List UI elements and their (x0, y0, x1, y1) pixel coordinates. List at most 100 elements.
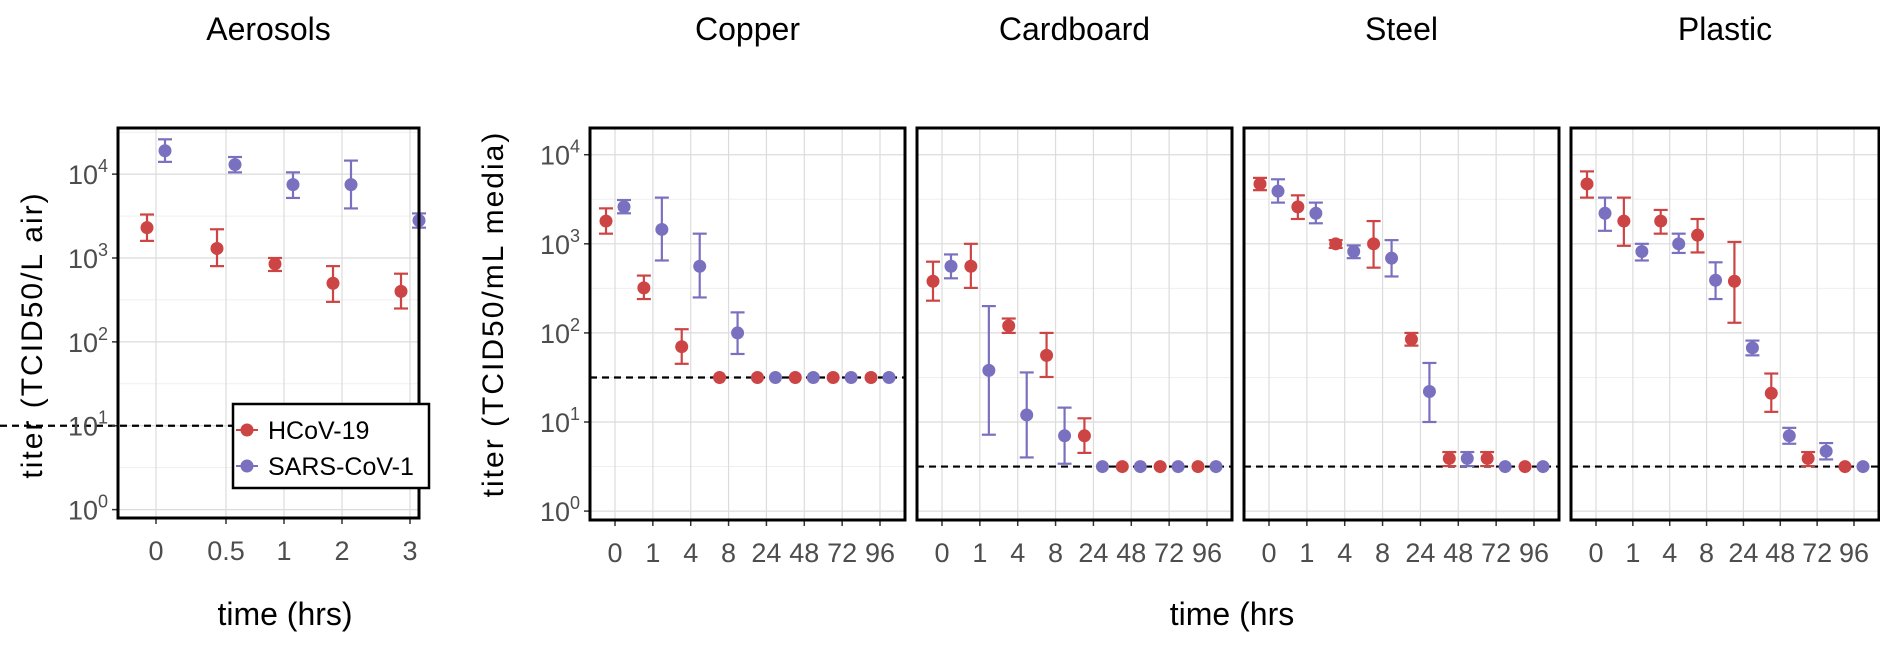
x-tick-label: 0 (148, 536, 163, 566)
panel-border (915, 126, 1234, 522)
x-tick-label: 0 (1261, 538, 1276, 568)
data-point (675, 340, 689, 354)
data-point (1672, 237, 1686, 251)
series-sars-cov-1 (944, 253, 1223, 474)
data-point (1727, 274, 1741, 288)
y-label-right-prefix: titer (TCID50/mL media) (477, 131, 510, 498)
x-tick-label: 1 (1299, 538, 1314, 568)
series-hcov-19 (926, 242, 1205, 474)
x-tick-label: 1 (1625, 538, 1640, 568)
data-point (1498, 460, 1512, 474)
data-point (1536, 460, 1550, 474)
x-tick-label: 8 (1375, 538, 1390, 568)
data-point (826, 370, 840, 384)
series-hcov-19 (140, 213, 408, 310)
x-tick-label: 0 (934, 538, 949, 568)
x-tick-label: 72 (1802, 538, 1832, 568)
data-point (788, 370, 802, 384)
legend-swatch (240, 459, 254, 473)
data-point (1153, 460, 1167, 474)
series-hcov-19 (1580, 170, 1852, 474)
legend: HCoV-19 SARS-CoV-1 (231, 402, 431, 490)
x-tick-label: 0 (1588, 538, 1603, 568)
y-tick-exponent: 0 (98, 492, 108, 512)
x-tick-label: 4 (1337, 538, 1352, 568)
data-point (1617, 214, 1631, 228)
panel-title: Plastic (1678, 11, 1772, 47)
data-point (1209, 460, 1223, 474)
data-point (944, 259, 958, 273)
x-tick-label: 3 (402, 536, 417, 566)
data-point (1709, 273, 1723, 287)
data-point (1329, 237, 1343, 251)
data-point (1077, 429, 1091, 443)
data-point (964, 259, 978, 273)
data-point (844, 370, 858, 384)
x-tick-label: 24 (1078, 538, 1108, 568)
y-tick-label: 101 (540, 404, 580, 438)
x-tick-label: 4 (683, 538, 698, 568)
data-point (806, 370, 820, 384)
data-point (864, 370, 878, 384)
data-point (286, 178, 300, 192)
x-tick-label: 2 (334, 536, 349, 566)
x-axis-label-left: time (hrs) (217, 596, 352, 632)
x-tick-label: 24 (1405, 538, 1435, 568)
data-point (228, 158, 242, 172)
y-tick-label: 100 (540, 493, 580, 527)
data-point (768, 370, 782, 384)
y-label-left-prefix: titer (TCID50/L air) (16, 191, 49, 478)
data-point (1115, 460, 1129, 474)
x-tick-label: 96 (1192, 538, 1222, 568)
data-point (1518, 460, 1532, 474)
data-point (326, 276, 340, 290)
series-sars-cov-1 (617, 196, 896, 384)
x-tick-label: 1 (276, 536, 291, 566)
y-tick-label: 104 (540, 137, 580, 171)
x-tick-label: 48 (789, 538, 819, 568)
legend-box (231, 402, 431, 490)
data-point (1782, 429, 1796, 443)
data-point (1442, 451, 1456, 465)
y-tick-exponent: 2 (570, 315, 580, 335)
data-point (1385, 251, 1399, 265)
data-point (1271, 184, 1285, 198)
data-point (1856, 460, 1870, 474)
data-point (655, 222, 669, 236)
series-sars-cov-1 (158, 138, 426, 229)
panel-border (588, 126, 907, 522)
panel-border (1242, 126, 1561, 522)
data-point (1422, 384, 1436, 398)
x-tick-label: 4 (1010, 538, 1025, 568)
data-point (926, 274, 940, 288)
y-tick-exponent: 0 (570, 493, 580, 513)
x-tick-label: 4 (1662, 538, 1677, 568)
y-tick-exponent: 1 (570, 404, 580, 424)
y-tick-exponent: 4 (570, 137, 580, 157)
data-point (210, 241, 224, 255)
x-tick-label: 72 (827, 538, 857, 568)
data-point (344, 178, 358, 192)
data-point (637, 281, 651, 295)
data-point (1838, 460, 1852, 474)
y-tick-label: 101 (68, 408, 108, 442)
data-point (1598, 206, 1612, 220)
series-sars-cov-1 (1271, 178, 1550, 474)
y-tick-label: 104 (68, 156, 108, 190)
data-point (1058, 429, 1072, 443)
x-tick-label: 0 (607, 538, 622, 568)
x-tick-label: 48 (1116, 538, 1146, 568)
x-tick-label: 1 (972, 538, 987, 568)
series-hcov-19 (1253, 176, 1532, 474)
data-point (1460, 451, 1474, 465)
data-point (1691, 228, 1705, 242)
y-tick-label: 103 (68, 240, 108, 274)
x-tick-label: 96 (1839, 538, 1869, 568)
x-tick-label: 96 (1519, 538, 1549, 568)
series-sars-cov-1 (1598, 196, 1870, 474)
data-point (1171, 460, 1185, 474)
data-point (1253, 177, 1267, 191)
data-point (394, 284, 408, 298)
